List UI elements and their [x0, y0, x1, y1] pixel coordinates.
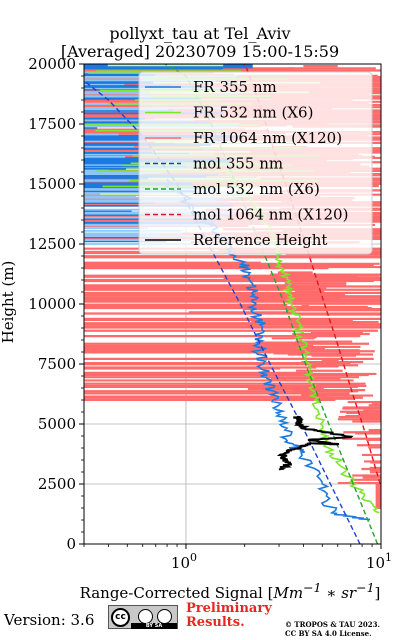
mol-355-line: [84, 80, 361, 544]
x-axis-label: Range-Corrected Signal [Mm−1 ∗ sr−1]: [79, 580, 381, 602]
copyright-line-1: © TROPOS & TAU 2023.: [285, 620, 380, 629]
legend: FR 355 nm FR 532 nm (X6) FR 1064 nm (X120)…: [138, 71, 373, 255]
axes: 0 2500 5000 7500 10000 12500 15000 17500 20000 10…: [28, 55, 392, 572]
cc-license-badge: cc BY SA: [108, 605, 178, 629]
y-tick-label: 15000: [28, 175, 76, 193]
preliminary-label: Preliminary Results.: [186, 602, 272, 630]
legend-label: mol 355 nm: [193, 155, 283, 173]
cc-badge-caption-bar: BY SA: [131, 623, 177, 629]
y-tick-label: 5000: [38, 415, 76, 433]
legend-label: Reference Height: [193, 231, 327, 249]
preliminary-line-1: Preliminary: [186, 601, 272, 616]
y-tick-label: 2500: [38, 475, 76, 493]
chart-title-line-2: [Averaged] 20230709 15:00-15:59: [60, 42, 340, 61]
cc-badge-caption: BY SA: [145, 623, 163, 629]
copyright-notice: © TROPOS & TAU 2023. CC BY SA 4.0 Licens…: [285, 620, 380, 638]
legend-box: [138, 71, 373, 255]
y-tick-label: 17500: [28, 115, 76, 133]
legend-label: FR 532 nm (X6): [193, 104, 313, 122]
legend-label: mol 532 nm (X6): [193, 180, 320, 198]
sa-icon: [157, 609, 172, 624]
mol-532-line: [164, 64, 379, 544]
y-tick-label: 20000: [28, 55, 76, 73]
cc-icon: cc: [111, 608, 130, 627]
version-label: Version: 3.6: [4, 611, 95, 629]
legend-label: mol 1064 nm (X120): [193, 206, 348, 224]
x-tick-label: 101: [366, 551, 392, 572]
y-tick-label: 10000: [28, 295, 76, 313]
x-tick-label: 100: [171, 551, 197, 572]
y-axis-label: Height (m): [0, 260, 17, 344]
y-tick-label: 0: [66, 535, 76, 553]
by-icon: [138, 609, 153, 624]
copyright-line-2: CC BY SA 4.0 License.: [285, 629, 372, 638]
y-tick-label: 12500: [28, 235, 76, 253]
chart-title-line-1: pollyxt_tau at Tel_Aviv: [109, 24, 291, 43]
y-tick-label: 7500: [38, 355, 76, 373]
legend-label: FR 1064 nm (X120): [193, 129, 342, 147]
legend-label: FR 355 nm: [193, 78, 277, 96]
preliminary-line-2: Results.: [186, 615, 245, 630]
reference-height-line: [276, 415, 354, 471]
